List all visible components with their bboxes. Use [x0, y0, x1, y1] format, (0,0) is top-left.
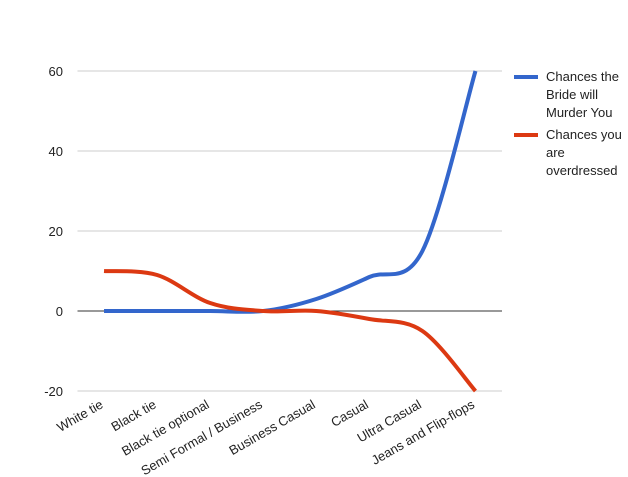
- y-tick-label: -20: [44, 384, 63, 399]
- legend-item: Chances the Bride will Murder You: [514, 68, 624, 122]
- x-tick-label: Casual: [328, 397, 371, 430]
- x-tick-label: White tie: [54, 397, 105, 435]
- y-tick-label: 60: [49, 64, 63, 79]
- legend-item: Chances you are overdressed: [514, 126, 624, 180]
- y-tick-label: 20: [49, 224, 63, 239]
- series-line: [103, 269, 477, 393]
- legend-swatch: [514, 133, 538, 137]
- legend-label: Chances the Bride will Murder You: [546, 69, 619, 120]
- x-tick-label: Jeans and Flip-flops: [369, 396, 478, 467]
- legend-label: Chances you are overdressed: [546, 127, 622, 178]
- y-tick-label: 0: [56, 304, 63, 319]
- y-tick-label: 40: [49, 144, 63, 159]
- series-line: [104, 70, 478, 314]
- legend: Chances the Bride will Murder You Chances…: [514, 68, 624, 184]
- legend-swatch: [514, 75, 538, 79]
